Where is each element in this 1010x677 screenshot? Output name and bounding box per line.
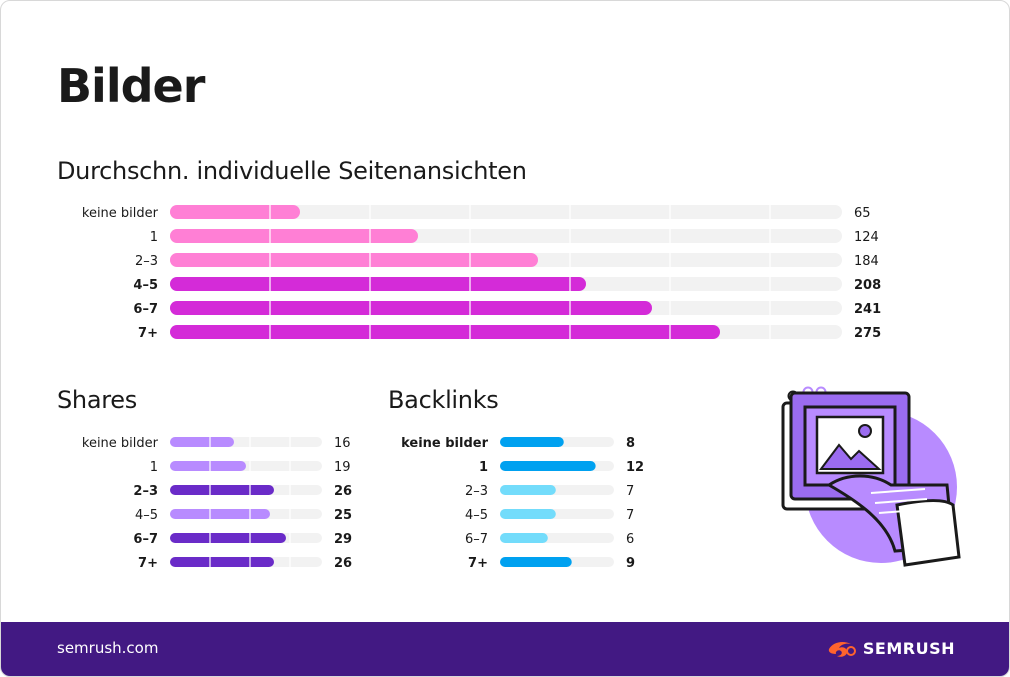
- semrush-logo-text: SEMRUSH: [862, 639, 955, 658]
- pageviews-row: 1 124: [150, 229, 879, 245]
- backlinks-bar: [500, 533, 548, 543]
- shares-bar: [170, 485, 274, 495]
- pageviews-value-label: 241: [854, 302, 881, 317]
- backlinks-category-label: 4–5: [465, 508, 488, 523]
- shares-category-label: keine bilder: [82, 436, 159, 451]
- backlinks-value-label: 7: [626, 508, 634, 523]
- shares-value-label: 19: [334, 460, 351, 475]
- shares-category-label: 6–7: [133, 532, 158, 547]
- shares-value-label: 29: [334, 532, 352, 547]
- backlinks-bar: [500, 509, 556, 519]
- pageviews-row: 7+ 275: [138, 325, 881, 341]
- backlinks-value-label: 7: [626, 484, 634, 499]
- backlinks-row: keine bilder 8: [401, 436, 635, 451]
- shares-bar: [170, 509, 270, 519]
- backlinks-bar: [500, 461, 596, 471]
- pageviews-row: 4–5 208: [133, 277, 881, 293]
- shares-row: 7+ 26: [138, 556, 352, 571]
- backlinks-value-label: 12: [626, 460, 644, 475]
- shares-row: keine bilder 16: [82, 436, 351, 451]
- pageviews-value-label: 208: [854, 278, 881, 293]
- backlinks-value-label: 8: [626, 436, 635, 451]
- backlinks-bar: [500, 557, 572, 567]
- backlinks-row: 1 12: [479, 460, 644, 475]
- shares-bar: [170, 437, 234, 447]
- backlinks-bar: [500, 437, 564, 447]
- pageviews-row: 2–3 184: [135, 253, 879, 269]
- shares-value-label: 16: [334, 436, 351, 451]
- chart-title-pageviews: Durchschn. individuelle Seitenansichten: [57, 157, 527, 185]
- shares-category-label: 2–3: [133, 484, 158, 499]
- pageviews-bar-track: [170, 205, 842, 219]
- pageviews-chart: keine bilder 65 1 124 2–3 184 4–5 208 6–7 241 7+ 27…: [82, 199, 881, 343]
- pageviews-row: 6–7 241: [133, 301, 881, 317]
- backlinks-row: 7+ 9: [468, 556, 635, 571]
- pageviews-category-label: 6–7: [133, 302, 158, 317]
- chart-title-backlinks: Backlinks: [388, 386, 499, 414]
- pageviews-bar: [170, 301, 652, 315]
- semrush-fire-icon: [828, 641, 856, 657]
- backlinks-category-label: keine bilder: [401, 436, 489, 451]
- shares-row: 6–7 29: [133, 532, 352, 547]
- pageviews-bar: [170, 325, 720, 339]
- backlinks-row: 6–7 6: [465, 532, 634, 547]
- pageviews-value-label: 184: [854, 254, 879, 269]
- footer-url: semrush.com: [57, 639, 159, 657]
- image-document-icon: [781, 386, 961, 567]
- shares-chart: keine bilder 16 1 19 2–3 26 4–5 25 6–7 29 7+ 26: [82, 429, 352, 572]
- backlinks-value-label: 6: [626, 532, 634, 547]
- shares-row: 4–5 25: [135, 508, 352, 523]
- shares-bar: [170, 533, 286, 543]
- pageviews-bar: [170, 229, 418, 243]
- backlinks-row: 2–3 7: [465, 484, 634, 499]
- backlinks-row: 4–5 7: [465, 508, 634, 523]
- shares-category-label: 7+: [138, 556, 158, 571]
- shares-category-label: 4–5: [135, 508, 158, 523]
- pageviews-bar: [170, 277, 586, 291]
- pageviews-value-label: 65: [854, 206, 871, 221]
- pageviews-category-label: 7+: [138, 326, 158, 341]
- backlinks-category-label: 2–3: [465, 484, 488, 499]
- shares-category-label: 1: [150, 460, 158, 475]
- page-title: Bilder: [57, 59, 205, 113]
- chart-title-shares: Shares: [57, 386, 137, 414]
- shares-value-label: 25: [334, 508, 352, 523]
- shares-row: 1 19: [150, 460, 351, 475]
- pageviews-bar: [170, 205, 300, 219]
- shares-value-label: 26: [334, 484, 352, 499]
- pageviews-category-label: 1: [150, 230, 158, 245]
- pageviews-value-label: 275: [854, 326, 881, 341]
- backlinks-category-label: 7+: [468, 556, 488, 571]
- pageviews-category-label: 4–5: [133, 278, 158, 293]
- footer-bar: semrush.com SEMRUSH: [1, 622, 1009, 676]
- backlinks-category-label: 6–7: [465, 532, 488, 547]
- backlinks-category-label: 1: [479, 460, 488, 475]
- backlinks-value-label: 9: [626, 556, 635, 571]
- shares-bar: [170, 461, 246, 471]
- shares-value-label: 26: [334, 556, 352, 571]
- shares-bar: [170, 557, 274, 567]
- pageviews-category-label: keine bilder: [82, 206, 159, 221]
- pageviews-value-label: 124: [854, 230, 879, 245]
- semrush-logo: SEMRUSH: [827, 639, 955, 658]
- backlinks-chart: keine bilder 8 1 12 2–3 7 4–5 7 6–7 6 7+ 9: [401, 436, 644, 571]
- pageviews-category-label: 2–3: [135, 254, 158, 269]
- pageviews-row: keine bilder 65: [82, 205, 871, 221]
- pageviews-bar: [170, 253, 538, 267]
- shares-row: 2–3 26: [133, 484, 352, 499]
- backlinks-bar: [500, 485, 556, 495]
